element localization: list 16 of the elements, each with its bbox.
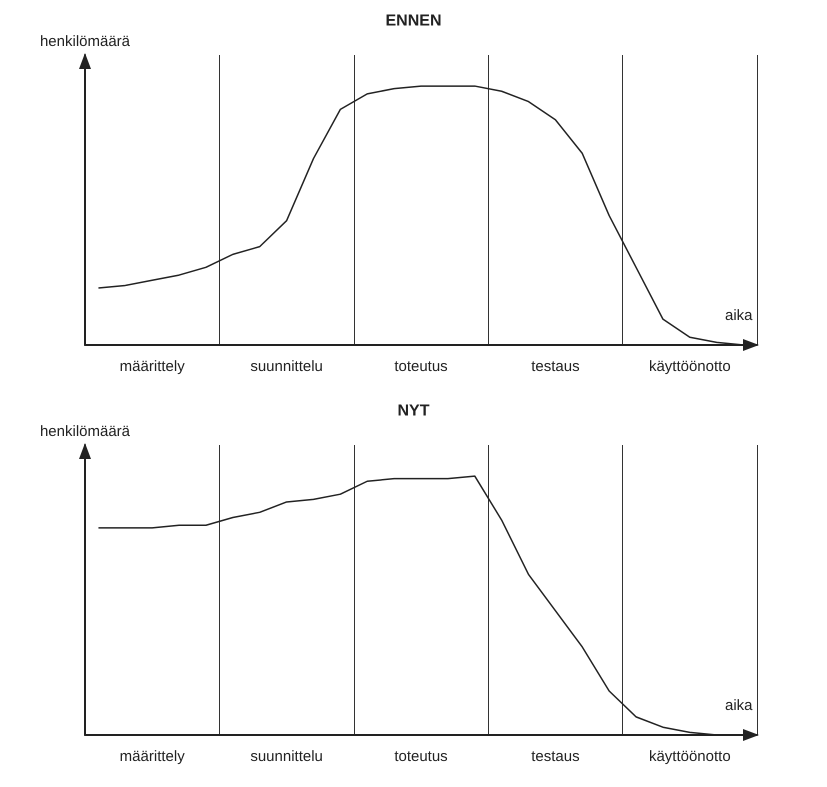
x-tick-label: käyttöönotto [648,748,731,765]
x-axis-title: aika [725,307,754,324]
chart-title: ENNEN [385,12,442,30]
x-tick-label: testaus [531,748,580,765]
y-axis-title: henkilömäärä [40,33,131,50]
y-axis-title: henkilömäärä [40,423,131,440]
x-tick-label: suunnittelu [250,358,323,375]
x-axis-title: aika [725,697,754,714]
x-tick-label: testaus [531,358,580,375]
x-tick-label: toteutus [394,358,448,375]
x-tick-label: määrittely [120,358,186,375]
x-tick-label: määrittely [120,748,186,765]
x-tick-label: käyttöönotto [648,358,731,375]
chart-title: NYT [398,402,430,420]
x-tick-label: toteutus [394,748,448,765]
x-tick-label: suunnittelu [250,748,323,765]
